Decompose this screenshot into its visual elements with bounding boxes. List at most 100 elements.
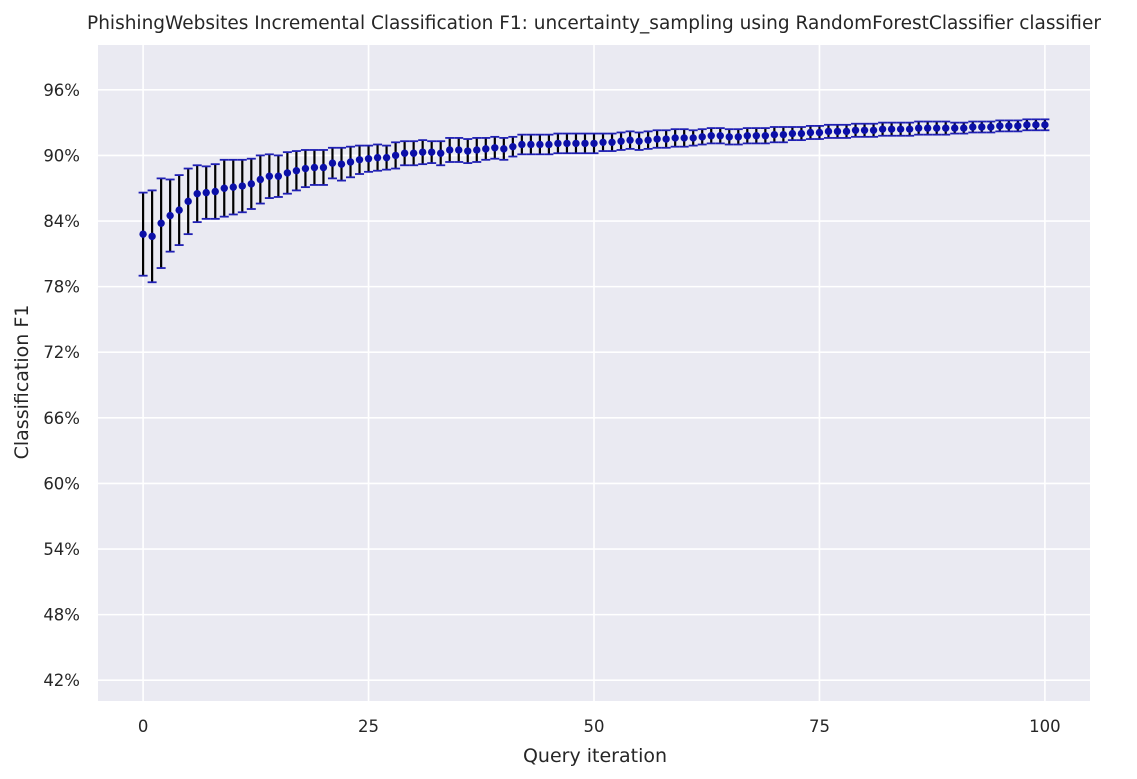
data-point — [942, 124, 950, 132]
data-point — [662, 135, 670, 143]
data-point — [905, 125, 914, 133]
data-point — [337, 160, 346, 168]
data-point — [1005, 122, 1013, 130]
data-point — [527, 140, 535, 149]
data-point — [716, 132, 724, 140]
data-point — [626, 136, 634, 144]
data-point — [220, 184, 228, 192]
data-point — [409, 149, 418, 157]
data-point — [554, 139, 562, 148]
data-point — [860, 126, 869, 134]
data-point — [464, 147, 472, 155]
data-point — [842, 127, 851, 136]
data-point — [671, 134, 679, 142]
data-point — [851, 126, 860, 134]
data-point — [824, 127, 833, 136]
data-point — [157, 219, 165, 227]
data-point — [427, 148, 436, 156]
data-point — [292, 167, 301, 175]
data-point — [364, 155, 373, 163]
data-point — [473, 146, 481, 154]
data-point — [193, 189, 201, 198]
y-tick-label: 90% — [43, 146, 80, 165]
x-tick-label: 25 — [358, 717, 379, 736]
data-point — [978, 123, 986, 131]
data-point — [833, 127, 842, 136]
data-point — [960, 124, 968, 132]
data-point — [328, 159, 337, 167]
data-point — [923, 124, 932, 132]
data-point — [563, 139, 571, 148]
data-point — [500, 145, 508, 153]
data-point — [635, 137, 643, 145]
data-point — [346, 158, 355, 166]
y-tick-label: 60% — [43, 474, 80, 493]
data-point — [878, 125, 887, 133]
y-tick-label: 66% — [43, 409, 80, 428]
data-point — [274, 172, 283, 180]
y-tick-label: 42% — [43, 671, 80, 690]
data-point — [139, 230, 147, 238]
data-point — [572, 139, 580, 148]
data-point — [797, 129, 806, 138]
data-point — [969, 123, 977, 131]
data-point — [581, 139, 589, 148]
data-point — [707, 132, 715, 140]
data-point — [382, 153, 391, 162]
data-point — [509, 142, 517, 151]
data-point — [491, 144, 499, 152]
data-point — [869, 126, 878, 134]
data-point — [446, 146, 454, 154]
data-point — [599, 138, 607, 147]
data-point — [725, 133, 733, 141]
data-point — [400, 149, 409, 157]
data-point — [779, 130, 788, 139]
data-point — [373, 153, 382, 162]
data-point — [229, 183, 237, 191]
data-point — [987, 123, 995, 131]
data-point — [238, 182, 246, 190]
data-point — [734, 133, 742, 141]
data-point — [644, 136, 652, 144]
data-point — [283, 169, 292, 177]
y-axis-label: Classification F1 — [11, 305, 33, 460]
data-point — [815, 128, 824, 137]
data-point — [896, 125, 905, 133]
data-point — [914, 124, 923, 132]
data-point — [590, 139, 598, 148]
data-point — [608, 138, 616, 147]
data-point — [247, 180, 256, 188]
data-point — [1041, 121, 1049, 129]
data-point — [806, 128, 815, 137]
data-point — [932, 124, 941, 132]
data-point — [761, 132, 770, 140]
data-point — [1014, 122, 1022, 130]
data-point — [617, 137, 625, 145]
data-point — [698, 133, 706, 141]
data-point — [1032, 121, 1040, 129]
chart-title: PhishingWebsites Incremental Classificat… — [87, 13, 1101, 34]
data-points — [139, 121, 1049, 241]
data-point — [301, 164, 310, 173]
data-point — [689, 134, 697, 142]
x-tick-label: 50 — [584, 717, 605, 736]
data-point — [265, 172, 274, 180]
data-point — [653, 135, 661, 143]
data-point — [175, 206, 183, 214]
y-tick-label: 78% — [43, 278, 80, 297]
data-point — [770, 130, 779, 139]
data-point — [184, 197, 192, 206]
data-point — [518, 140, 526, 149]
data-point — [680, 134, 688, 142]
data-point — [482, 145, 490, 153]
data-point — [996, 122, 1004, 130]
data-point — [455, 146, 463, 154]
y-tick-label: 72% — [43, 343, 80, 362]
y-axis-ticks: 42% 48% 54% 60% 66% 72% 78% 84% 90% 96% — [43, 81, 80, 690]
data-point — [951, 124, 959, 132]
data-point — [148, 232, 156, 241]
data-point — [202, 188, 210, 197]
data-point — [319, 163, 328, 172]
x-axis-ticks: 0 25 50 75 100 — [138, 717, 1061, 736]
